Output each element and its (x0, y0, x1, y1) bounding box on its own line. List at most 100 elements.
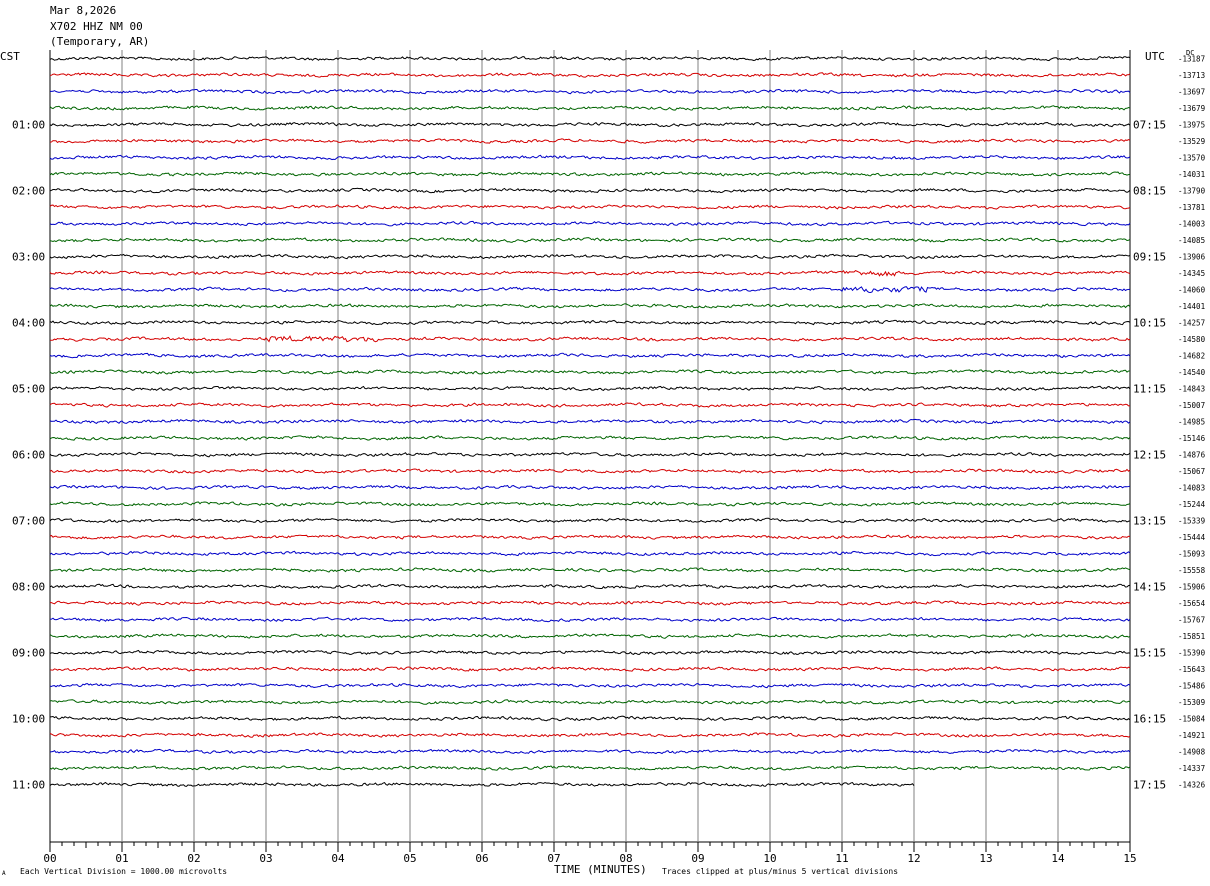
cst-hour-label: 02:00 (12, 185, 45, 198)
seismic-trace (49, 484, 1131, 491)
dc-offset-label: -13713 (1178, 71, 1205, 80)
dc-offset-label: -15558 (1178, 566, 1206, 575)
dc-offset-label: -13781 (1178, 203, 1205, 212)
dc-offset-label: -15339 (1178, 517, 1205, 526)
seismic-trace (49, 633, 1131, 639)
seismic-trace (49, 451, 1131, 458)
dc-offset-label: -15654 (1178, 599, 1206, 608)
cst-hour-label: 09:00 (12, 647, 45, 660)
dc-offset-label: -15906 (1178, 583, 1206, 592)
x-tick-label: 04 (331, 852, 345, 865)
seismic-trace (49, 501, 1131, 507)
seismic-trace (49, 154, 1131, 161)
x-tick-label: 15 (1123, 852, 1136, 865)
cst-hour-label: 05:00 (12, 383, 45, 396)
dc-offset-label: -15093 (1178, 550, 1205, 559)
x-tick-label: 14 (1051, 852, 1065, 865)
station-code: X702 HHZ NM 00 (50, 20, 143, 33)
seismic-trace (49, 534, 1131, 540)
dc-offset-label: -14876 (1178, 451, 1206, 460)
dc-offset-label: -14337 (1178, 764, 1205, 773)
x-tick-label: 13 (979, 852, 992, 865)
seismic-trace (49, 699, 1131, 705)
utc-hour-label: 10:15 (1133, 317, 1166, 330)
dc-offset-label: -14843 (1178, 385, 1205, 394)
seismic-trace (49, 666, 1131, 672)
seismic-trace (49, 56, 1131, 62)
dc-offset-label: -14682 (1178, 352, 1205, 361)
x-tick-label: 02 (187, 852, 200, 865)
seismic-trace (49, 319, 1131, 326)
seismic-trace (49, 583, 1131, 590)
x-axis-title: TIME (MINUTES) (554, 863, 647, 876)
x-tick-label: 05 (403, 852, 416, 865)
seismic-trace (49, 682, 1131, 689)
seismic-trace (49, 352, 1131, 359)
seismic-trace (49, 187, 1131, 194)
seismic-trace (49, 286, 1131, 293)
dc-offset-label: -13529 (1178, 137, 1205, 146)
dc-offset-label: -15067 (1178, 467, 1205, 476)
dc-offset-label: -15007 (1178, 401, 1205, 410)
dc-offset-label: -13697 (1178, 88, 1205, 97)
dc-offset-label: -14401 (1178, 302, 1205, 311)
x-tick-label: 00 (43, 852, 56, 865)
seismic-trace (49, 121, 1131, 128)
utc-hour-label: 15:15 (1133, 647, 1166, 660)
dc-offset-label: -15486 (1178, 682, 1206, 691)
x-tick-label: 09 (691, 852, 704, 865)
x-tick-label: 12 (907, 852, 920, 865)
seismic-trace (49, 600, 1131, 606)
seismic-trace (49, 418, 1131, 425)
utc-hour-label: 14:15 (1133, 581, 1166, 594)
dc-offset-label: -14580 (1178, 335, 1206, 344)
x-tick-label: 07 (547, 852, 560, 865)
dc-offset-label: -13790 (1178, 187, 1206, 196)
dc-offset-label: -14003 (1178, 220, 1205, 229)
dc-offset-label: -14540 (1178, 368, 1206, 377)
cst-hour-label: 03:00 (12, 251, 45, 264)
seismic-trace (49, 72, 1131, 78)
seismic-trace (49, 253, 1131, 260)
seismic-trace (49, 435, 1131, 441)
seismic-trace (49, 732, 1131, 738)
seismic-trace (49, 335, 1131, 343)
plot-date: Mar 8,2026 (50, 4, 117, 17)
seismic-trace (49, 550, 1131, 557)
dc-offset-label: -14326 (1178, 781, 1206, 790)
dc-offset-label: -14031 (1178, 170, 1205, 179)
dc-offset-label: -13187 (1178, 55, 1205, 64)
utc-hour-label: 09:15 (1133, 251, 1166, 264)
x-tick-label: 06 (475, 852, 488, 865)
dc-offset-label: -13975 (1178, 121, 1205, 130)
utc-hour-label: 07:15 (1133, 119, 1166, 132)
dc-offset-label: -15643 (1178, 665, 1205, 674)
seismic-trace (49, 765, 1131, 771)
dc-offset-label: -14908 (1178, 748, 1206, 757)
seismic-trace (49, 105, 1131, 111)
corner-mark: A (2, 870, 6, 877)
seismic-trace (49, 517, 1131, 524)
dc-offset-label: -14921 (1178, 731, 1205, 740)
seismic-trace (49, 468, 1131, 474)
cst-hour-label: 06:00 (12, 449, 45, 462)
seismic-trace (49, 402, 1131, 408)
cst-hour-label: 04:00 (12, 317, 45, 330)
cst-hour-label: 11:00 (12, 779, 45, 792)
seismic-trace (49, 369, 1131, 375)
x-tick-label: 01 (115, 852, 128, 865)
dc-offset-label: -15767 (1178, 616, 1205, 625)
seismic-trace (49, 88, 1131, 95)
scale-note: Each Vertical Division = 1000.00 microvo… (20, 867, 228, 876)
utc-hour-label: 12:15 (1133, 449, 1166, 462)
cst-hour-label: 08:00 (12, 581, 45, 594)
x-tick-label: 11 (835, 852, 848, 865)
dc-offset-label: -14257 (1178, 319, 1205, 328)
seismic-trace (49, 715, 1131, 722)
left-timezone-label: CST (0, 50, 20, 63)
utc-hour-label: 13:15 (1133, 515, 1166, 528)
dc-offset-label: -15390 (1178, 649, 1206, 658)
network-name: (Temporary, AR) (50, 35, 150, 48)
seismic-trace (49, 748, 1131, 755)
